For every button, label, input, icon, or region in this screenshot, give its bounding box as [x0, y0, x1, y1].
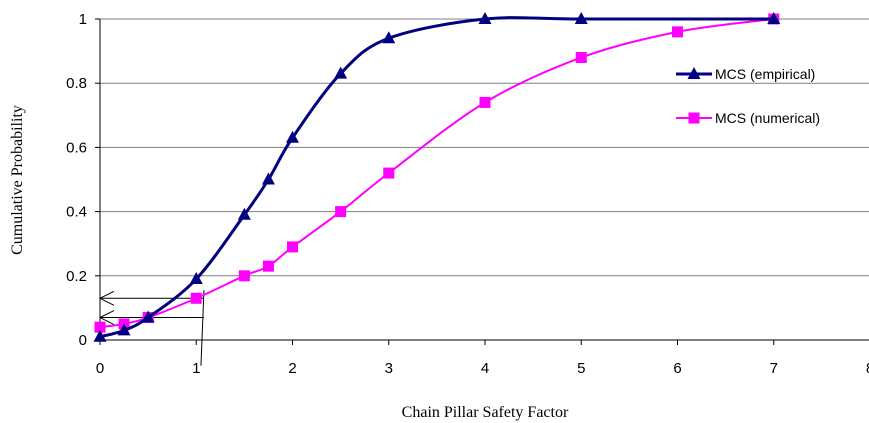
series-1-point-6 [287, 241, 298, 253]
x-tick-label-3: 3 [385, 360, 393, 377]
series-0-point-7 [334, 66, 348, 79]
legend: MCS (empirical) MCS (numerical) [676, 66, 820, 126]
y-tick-label-4: 0.8 [66, 75, 87, 92]
grid-lines [100, 18, 869, 277]
series-1-point-0 [94, 321, 106, 333]
series-0-point-10 [574, 12, 588, 24]
series-0-point-9 [478, 12, 492, 24]
y-tick-label-3: 0.6 [66, 139, 87, 156]
series-0-point-6 [286, 130, 299, 143]
y-tick-label-0: 0 [79, 332, 87, 349]
series-0-point-5 [261, 172, 275, 185]
series-1-point-8 [383, 167, 395, 179]
y-tick-label-5: 1 [79, 11, 87, 28]
series-1-point-5 [262, 260, 274, 272]
annotation-arrowhead-0 [98, 290, 115, 306]
series-0-point-2 [141, 310, 155, 323]
x-tick-label-6: 6 [673, 360, 681, 377]
x-tick-label-5: 5 [577, 360, 585, 377]
series-line-0 [99, 16, 774, 339]
legend-label-0: MCS (empirical) [715, 66, 815, 82]
tick-labels: 0 0.2 0.4 0.6 0.8 1 0 1 2 3 4 5 6 7 8 [66, 11, 869, 377]
x-tick-label-2: 2 [288, 360, 296, 377]
x-tick-label-0: 0 [96, 360, 104, 377]
annotation-arrowhead-1 [98, 310, 115, 325]
plot-area [93, 12, 781, 342]
series-0-point-11 [767, 12, 781, 24]
series-1-point-11 [672, 26, 683, 38]
series-1-point-3 [190, 292, 202, 304]
series-0-point-4 [237, 207, 251, 220]
series-1-point-7 [335, 206, 347, 218]
y-tick-label-1: 0.2 [66, 268, 87, 285]
annotation-vertical-line [200, 290, 205, 366]
x-axis-label: Chain Pillar Safety Factor [402, 404, 569, 421]
legend-marker-0 [687, 67, 701, 79]
series-0-point-8 [382, 31, 396, 44]
legend-marker-1 [688, 112, 700, 124]
series-0-point-0 [93, 329, 107, 342]
x-tick-label-8: 8 [866, 360, 869, 377]
x-tick-label-1: 1 [192, 360, 200, 377]
x-tick-label-4: 4 [481, 360, 489, 377]
series-0-point-3 [189, 272, 203, 285]
series-0-point-1 [117, 323, 131, 336]
y-axis-label: Cumulative Probability [9, 105, 26, 255]
series-1-point-9 [479, 96, 491, 108]
y-tick-label-2: 0.4 [66, 204, 87, 221]
x-tick-label-7: 7 [770, 360, 778, 377]
series-1-point-4 [238, 270, 250, 282]
axes [95, 18, 869, 345]
series-1-point-10 [575, 52, 587, 64]
legend-label-1: MCS (numerical) [715, 110, 820, 126]
